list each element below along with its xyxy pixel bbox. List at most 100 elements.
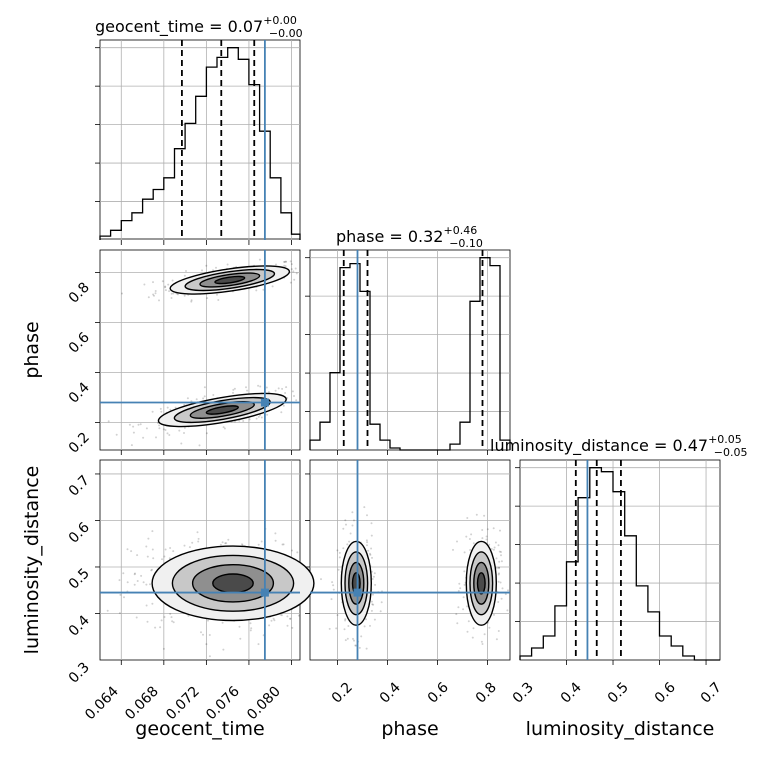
scatter-point <box>133 583 136 586</box>
scatter-point <box>257 543 260 546</box>
scatter-point <box>504 593 507 596</box>
scatter-point <box>242 420 245 422</box>
scatter-point <box>275 263 277 266</box>
scatter-point <box>190 300 193 303</box>
scatter-point <box>134 572 136 575</box>
scatter-point <box>167 283 170 286</box>
scatter-point <box>458 582 461 585</box>
scatter-point <box>121 292 123 295</box>
scatter-point <box>122 572 125 575</box>
scatter-point <box>291 390 294 393</box>
scatter-point <box>118 579 121 582</box>
scatter-point <box>471 636 474 639</box>
xtick-label: 0.4 <box>377 679 404 706</box>
scatter-point <box>472 542 475 545</box>
scatter-point <box>154 292 157 295</box>
scatter-point <box>457 606 460 609</box>
histogram-phase <box>309 257 511 451</box>
scatter-point <box>283 264 286 267</box>
scatter-point <box>168 557 171 560</box>
scatter-point <box>128 423 131 426</box>
scatter-point <box>337 568 340 571</box>
scatter-point <box>223 427 226 430</box>
scatter-point <box>293 278 296 281</box>
scatter-point <box>348 540 351 543</box>
scatter-point <box>342 527 345 530</box>
scatter-point <box>160 619 163 622</box>
scatter-point <box>498 566 500 569</box>
xtick-label: 0.2 <box>329 680 356 707</box>
scatter-point <box>130 444 133 447</box>
scatter-point <box>286 615 289 618</box>
scatter-point <box>481 529 484 531</box>
scatter-point <box>216 293 218 296</box>
scatter-point <box>164 429 167 431</box>
scatter-point <box>195 398 198 401</box>
scatter-point <box>185 270 187 272</box>
scatter-point <box>366 544 368 547</box>
scatter-point <box>344 639 347 642</box>
scatter-point <box>212 394 215 396</box>
scatter-point <box>163 616 166 618</box>
scatter-point <box>344 519 347 522</box>
scatter-point <box>232 391 234 394</box>
scatter-point <box>258 258 261 261</box>
scatter-point <box>493 546 496 549</box>
scatter-point <box>164 289 167 292</box>
scatter-point <box>481 643 484 645</box>
scatter-point <box>379 610 382 613</box>
scatter-point <box>221 541 224 544</box>
scatter-point <box>137 423 140 426</box>
scatter-point <box>463 570 466 573</box>
scatter-point <box>380 601 383 604</box>
scatter-point <box>497 544 500 547</box>
scatter-point <box>295 272 298 275</box>
scatter-point <box>332 584 335 587</box>
contour-level <box>476 572 486 595</box>
scatter-point <box>183 294 186 297</box>
scatter-point <box>246 389 249 392</box>
xtick-label: 0.064 <box>82 683 122 723</box>
contour-level <box>214 275 246 285</box>
title-phase: phase = 0.32+0.46 −0.10 <box>336 224 483 250</box>
scatter-point <box>354 644 357 647</box>
scatter-point <box>280 614 283 617</box>
scatter-point <box>118 612 121 615</box>
scatter-point <box>320 578 322 581</box>
truth-marker <box>353 588 362 597</box>
ytick-label: 0.4 <box>66 379 93 406</box>
scatter-point <box>273 619 276 622</box>
scatter-point <box>203 395 206 398</box>
scatter-point <box>170 292 173 295</box>
scatter-point <box>280 411 283 414</box>
scatter-point <box>365 618 367 621</box>
scatter-point <box>338 556 341 559</box>
scatter-point <box>472 627 475 630</box>
scatter-point <box>151 602 154 605</box>
scatter-point <box>222 648 225 651</box>
scatter-point <box>255 289 258 292</box>
scatter-point <box>233 387 236 390</box>
scatter-point <box>463 583 466 586</box>
scatter-point <box>188 546 191 549</box>
scatter-point <box>262 288 265 291</box>
histogram-geocent_time <box>99 47 301 240</box>
panel-geocent_time-hist <box>99 39 301 240</box>
scatter-point <box>485 535 488 538</box>
ylabel-phase: phase <box>21 321 43 378</box>
histogram-luminosity_distance <box>519 467 720 661</box>
scatter-point <box>500 551 502 553</box>
scatter-point <box>498 560 501 563</box>
scatter-point <box>161 558 163 561</box>
scatter-point <box>190 299 193 302</box>
ylabel-luminosity_distance: luminosity_distance <box>21 466 43 655</box>
scatter-point <box>289 617 292 620</box>
scatter-point <box>459 587 462 590</box>
scatter-point <box>470 533 473 536</box>
scatter-point <box>149 583 151 586</box>
scatter-point <box>158 427 161 430</box>
scatter-point <box>352 637 354 640</box>
scatter-point <box>164 286 167 289</box>
contour-level <box>212 573 254 594</box>
scatter-point <box>154 626 157 629</box>
